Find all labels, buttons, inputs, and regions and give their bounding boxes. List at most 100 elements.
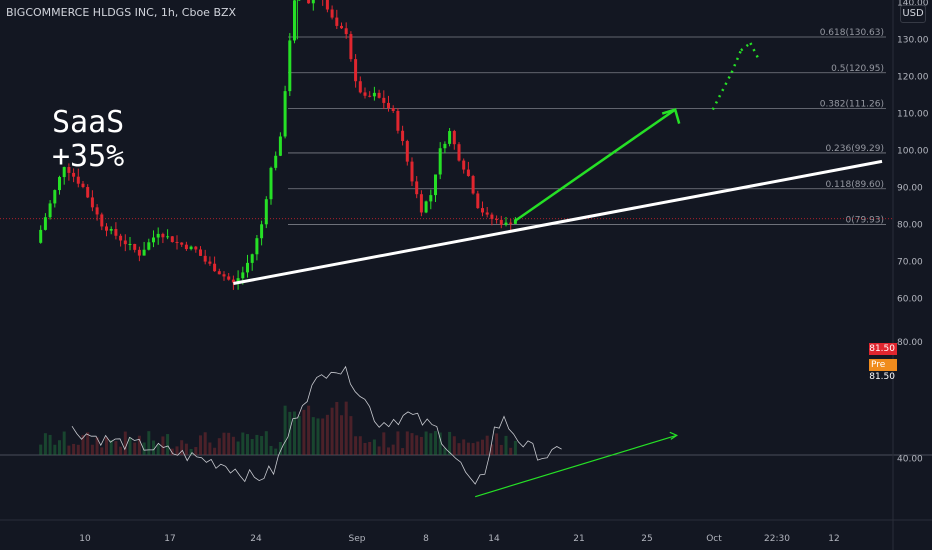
volume-bar [156, 444, 160, 455]
fib-level-label: 0.382(111.26) [820, 100, 884, 110]
candle-body [199, 249, 202, 256]
volume-bar [424, 431, 428, 455]
candle-body [382, 97, 386, 103]
candle-body [123, 240, 127, 245]
candle-body [180, 242, 184, 245]
volume-bar [199, 435, 202, 455]
volume-bar [481, 439, 484, 455]
x-tick-label: 8 [423, 534, 429, 544]
volume-bar [311, 417, 315, 455]
candle-body [119, 235, 123, 241]
volume-bar [255, 434, 259, 455]
candle-body [476, 193, 480, 209]
volume-bar [246, 434, 249, 455]
volume-bar [194, 447, 198, 455]
candle-body [67, 167, 71, 173]
volume-bar [297, 416, 301, 455]
candle-body [269, 167, 273, 200]
osc-y-tick-label: 80.00 [897, 338, 923, 348]
annotation-text: SaaS +35% [52, 106, 124, 174]
volume-bar [419, 436, 423, 455]
volume-bar [231, 436, 235, 455]
candle-body [434, 174, 437, 196]
osc-y-tick-label: 40.00 [897, 455, 923, 465]
candle-body [105, 226, 108, 231]
candle-body [246, 262, 249, 273]
volume-bar [349, 416, 353, 455]
volume-bar [325, 414, 329, 455]
volume-bar [495, 433, 499, 455]
x-tick-label: 12 [828, 534, 839, 544]
candle-body [255, 238, 259, 255]
candle-body [419, 194, 423, 213]
volume-bar [81, 435, 85, 455]
candle-body [208, 261, 212, 264]
projection-dotted-path [730, 49, 743, 74]
candle-body [189, 246, 193, 250]
candle-body [363, 92, 367, 96]
last-price-tag: 81.50 [869, 343, 897, 355]
y-tick-label: 80.00 [897, 220, 923, 230]
currency-button[interactable]: USD [900, 5, 926, 23]
candle-body [485, 212, 489, 215]
candle-body [396, 111, 400, 131]
volume-bar [466, 442, 470, 455]
volume-bar [100, 447, 104, 455]
candle-body [466, 169, 470, 177]
candle-body [100, 214, 104, 227]
pre-price-tag: Pre 81.50 [869, 359, 897, 382]
volume-bar [147, 431, 151, 455]
candle-body [152, 237, 155, 243]
volume-bar [283, 405, 287, 455]
volume-bar [396, 431, 400, 455]
x-tick-label: 10 [79, 534, 91, 544]
y-tick-label: 110.00 [897, 109, 929, 119]
candle-body [260, 224, 264, 239]
candle-body [170, 236, 174, 242]
volume-bar [387, 447, 390, 455]
candle-body [349, 34, 353, 60]
volume-bar [405, 431, 409, 455]
candle-body [194, 246, 198, 250]
candle-body [377, 92, 381, 98]
volume-bar [86, 432, 90, 455]
volume-bar [316, 418, 320, 455]
y-tick-label: 120.00 [897, 72, 929, 82]
candle-body [95, 207, 99, 215]
volume-bar [222, 432, 226, 455]
projection-dotted-path [749, 42, 761, 63]
candle-body [72, 172, 76, 177]
volume-bar [90, 444, 94, 455]
divergence-arrow [475, 434, 677, 498]
divergence-arrowhead [669, 431, 679, 440]
volume-bar [217, 438, 221, 455]
candle-body [86, 187, 90, 198]
candle-body [513, 219, 517, 224]
annotation-line-2: +35% [52, 139, 125, 174]
candle-body [283, 91, 287, 137]
volume-bar [236, 441, 240, 455]
candle-body [462, 160, 466, 170]
volume-bar [335, 401, 339, 455]
volume-bar [72, 443, 76, 455]
candle-body [241, 272, 245, 279]
volume-bar [330, 407, 334, 455]
candle-body [227, 276, 231, 280]
candle-body [175, 241, 179, 243]
candle-body [481, 208, 484, 213]
volume-bar [457, 443, 461, 455]
volume-bar [307, 405, 311, 455]
volume-bar [452, 436, 456, 455]
annotation-line-1: SaaS [52, 105, 125, 140]
y-tick-label: 70.00 [897, 257, 923, 267]
volume-bar [410, 433, 414, 455]
volume-bar [471, 443, 475, 455]
volume-bar [363, 442, 367, 455]
volume-bar [434, 431, 437, 455]
candle-body [344, 28, 348, 35]
volume-bar [269, 445, 273, 455]
candle-body [142, 249, 146, 256]
candle-body [335, 17, 339, 26]
candle-body [203, 255, 207, 262]
fib-level-label: 0.618(130.63) [820, 28, 884, 38]
